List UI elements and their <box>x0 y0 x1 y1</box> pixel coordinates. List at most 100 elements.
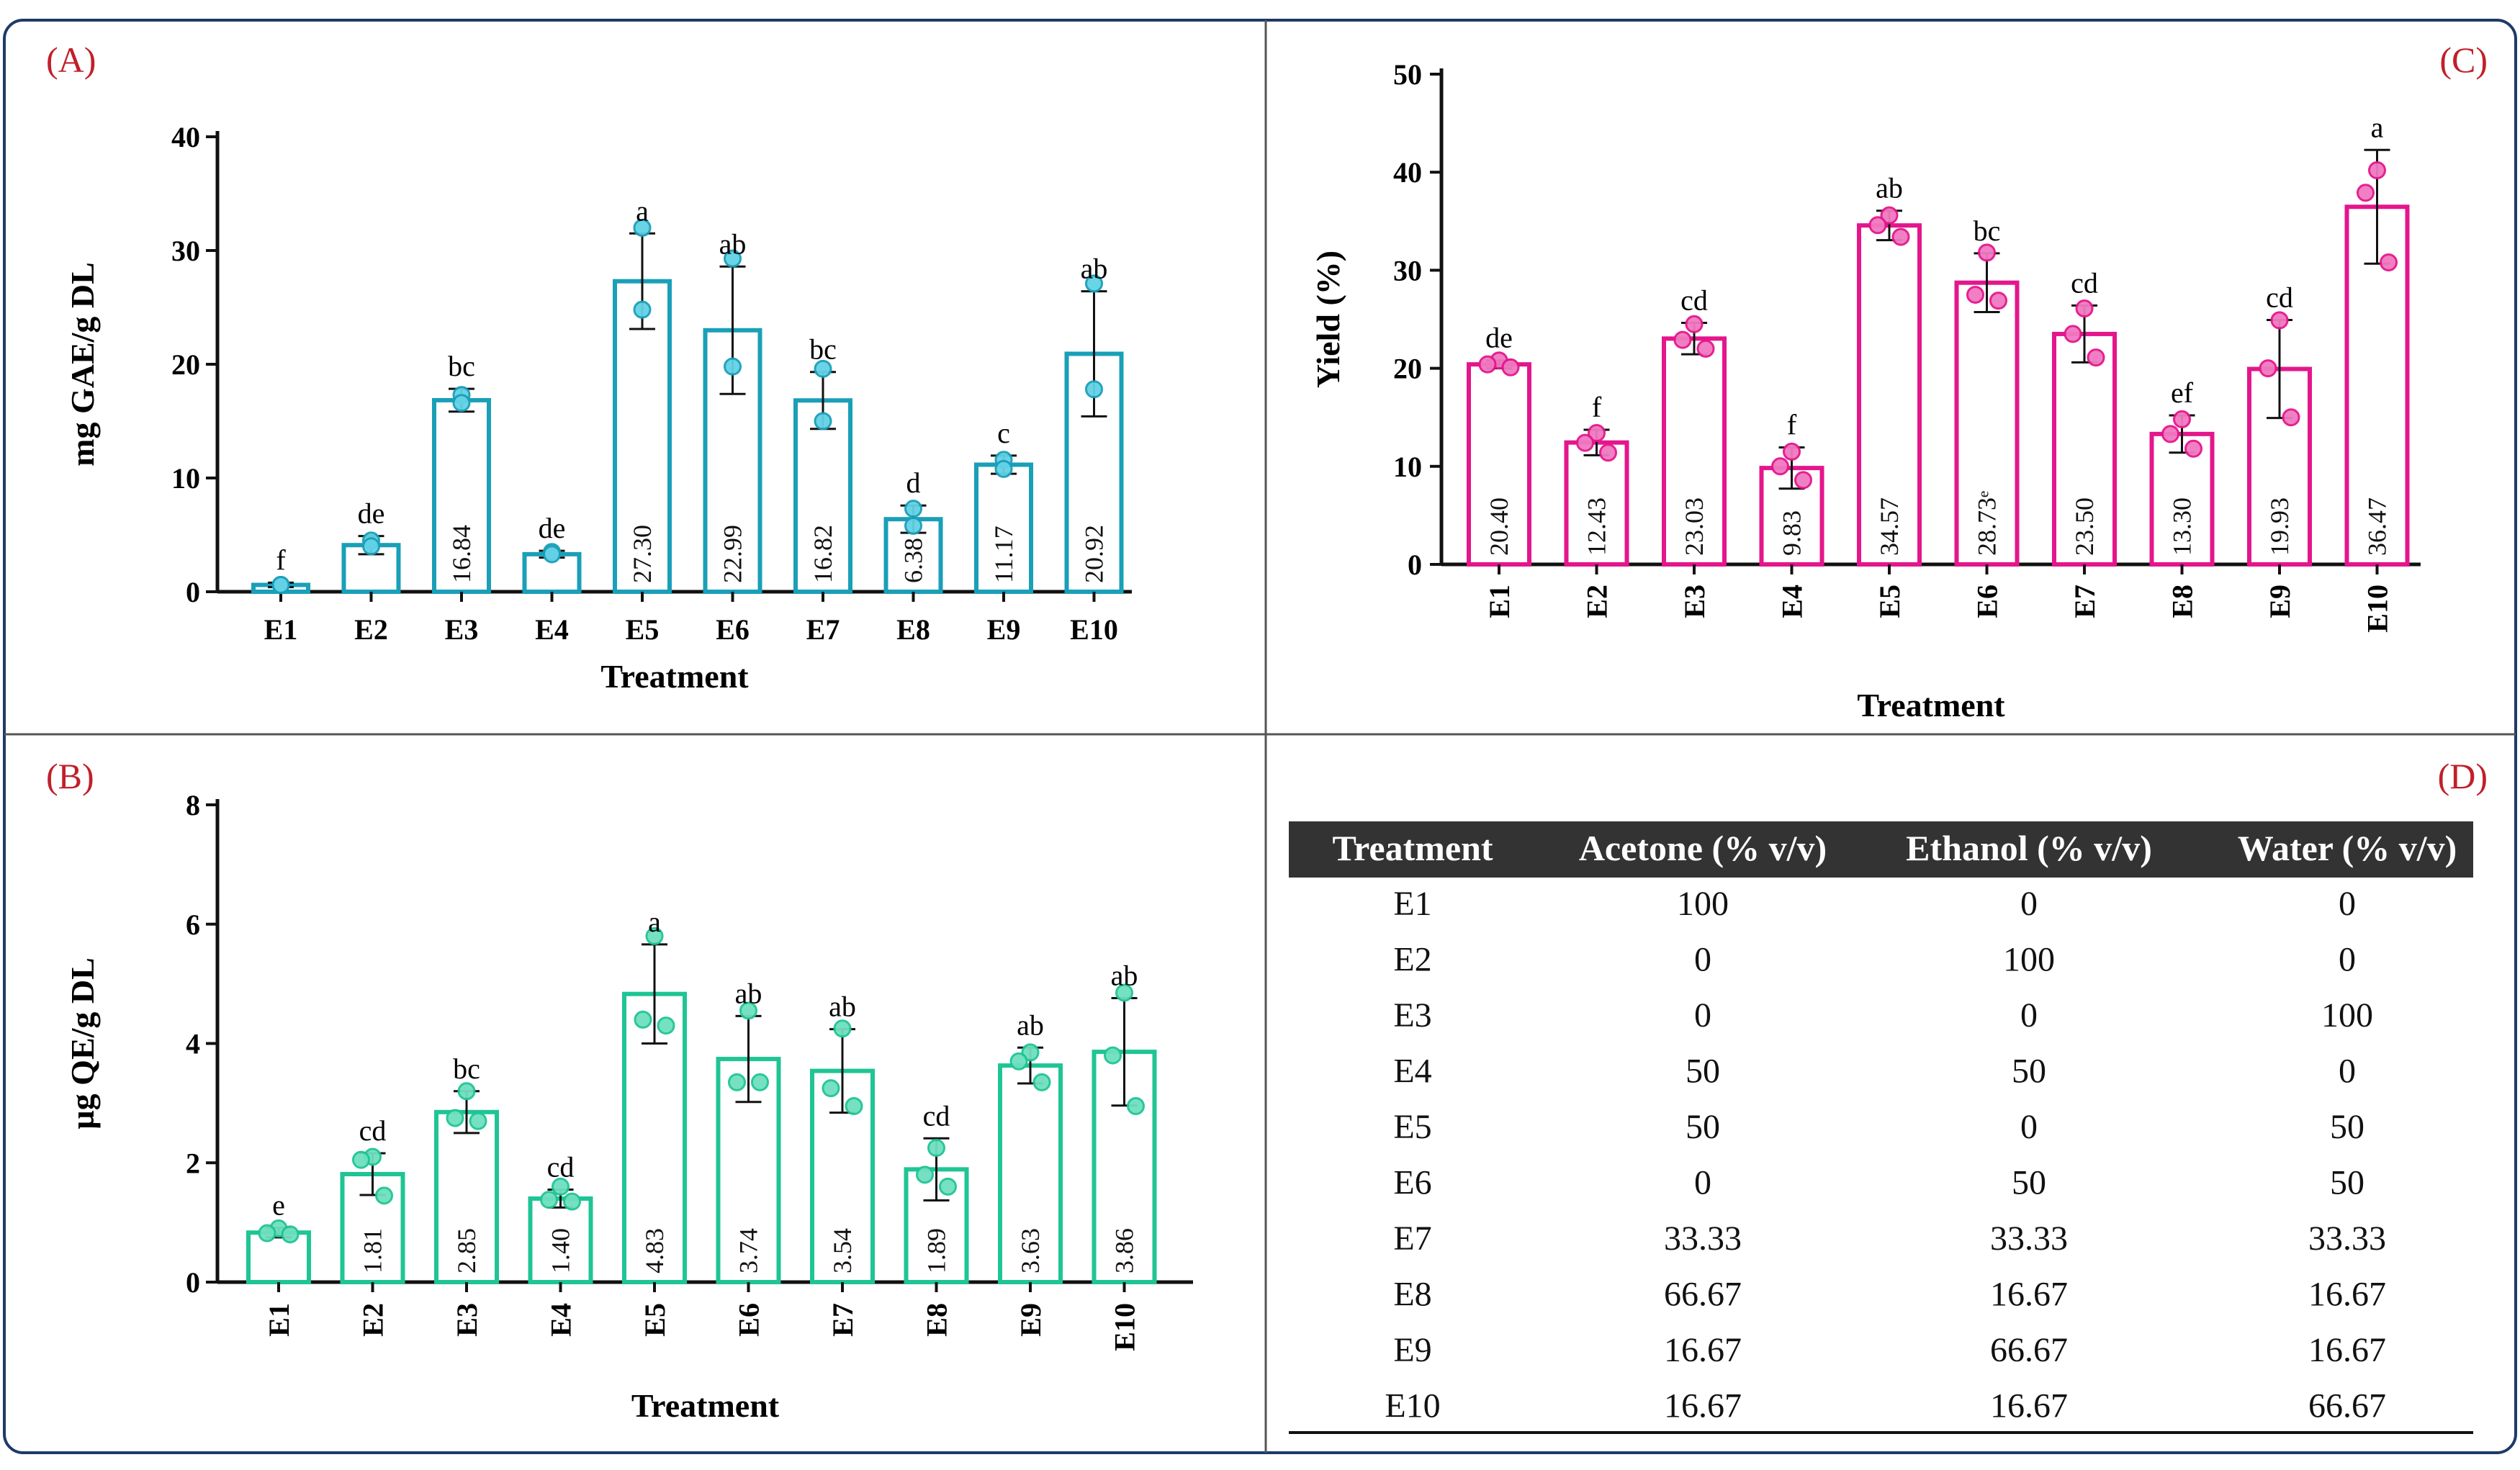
value-label: 3.86 <box>1110 1228 1139 1273</box>
x-tick-label: E2 <box>1581 585 1614 618</box>
table-cell: 16.67 <box>2308 1331 2386 1369</box>
x-tick-label: E10 <box>1109 1303 1141 1351</box>
data-point <box>1009 1052 1028 1070</box>
data-point <box>563 1192 581 1211</box>
table-cell: 33.33 <box>1990 1219 2068 1258</box>
data-point <box>1868 216 1887 235</box>
x-axis-title: Treatment <box>1857 687 2005 723</box>
data-point <box>540 1191 558 1209</box>
value-label: 3.63 <box>1016 1228 1045 1273</box>
table-cell: 0 <box>2339 1052 2356 1091</box>
data-point <box>1794 471 1812 490</box>
value-label: 16.84 <box>447 525 476 583</box>
value-label: 20.92 <box>1080 525 1109 583</box>
table-cell: 0 <box>2020 1108 2038 1146</box>
y-tick-label: 8 <box>186 789 200 821</box>
table-cell: E9 <box>1393 1331 1431 1369</box>
value-label: 4.83 <box>640 1228 669 1273</box>
x-tick-label: E6 <box>733 1303 765 1337</box>
value-label: 28.73ᵉ <box>1973 491 2002 556</box>
x-tick-label: E9 <box>987 613 1021 646</box>
significance-letter: cd <box>359 1114 387 1147</box>
composition-table: Treatment Acetone (% v/v) Ethanol (% v/v) W… <box>1289 821 2473 1434</box>
data-point <box>352 1150 370 1169</box>
x-axis-title: Treatment <box>631 1387 780 1424</box>
x-tick-label: E4 <box>1776 585 1809 618</box>
table-cell: 0 <box>2339 941 2356 979</box>
y-tick-label: 40 <box>1393 156 1422 189</box>
significance-letter: ab <box>829 991 856 1023</box>
panel-tag-b: (B) <box>46 756 94 796</box>
data-point <box>1021 1043 1040 1062</box>
significance-letter: a <box>648 906 661 938</box>
bar <box>998 1063 1063 1284</box>
data-point <box>469 1111 487 1130</box>
data-point <box>904 500 922 518</box>
table-header-row <box>1289 821 2473 878</box>
data-point <box>362 537 380 556</box>
data-point <box>657 1016 675 1035</box>
x-tick-label: E6 <box>1971 585 2004 618</box>
data-point <box>1576 433 1594 452</box>
y-tick-label: 2 <box>186 1147 200 1179</box>
significance-letter: a <box>2371 111 2384 143</box>
data-point <box>552 1177 570 1196</box>
table-cell: E6 <box>1393 1164 1431 1202</box>
x-tick-label: E4 <box>545 1303 577 1337</box>
data-point <box>939 1177 957 1196</box>
data-point <box>271 576 290 595</box>
x-tick-label: E8 <box>2166 585 2199 618</box>
value-label: 19.93 <box>2265 497 2294 556</box>
data-point <box>457 1082 476 1101</box>
data-point <box>1880 206 1899 225</box>
table-cell: E3 <box>1393 996 1431 1034</box>
data-point <box>1501 358 1520 376</box>
bar <box>434 1109 499 1285</box>
data-point <box>833 1019 852 1038</box>
x-tick-label: E5 <box>639 1303 671 1337</box>
y-tick-label: 6 <box>186 908 200 941</box>
y-axis-title: µg QE/g DL <box>64 957 101 1129</box>
x-tick-label: E1 <box>263 1303 295 1337</box>
data-point <box>281 1225 300 1244</box>
data-point <box>633 218 652 237</box>
data-point <box>994 459 1013 478</box>
data-point <box>2075 299 2094 318</box>
table-cell: 16.67 <box>2308 1276 2386 1314</box>
x-tick-label: E10 <box>1070 613 1118 646</box>
significance-letter: f <box>1592 391 1602 423</box>
data-point <box>904 516 922 535</box>
data-point <box>1783 442 1801 461</box>
data-point <box>1085 274 1103 293</box>
significance-letter: d <box>906 466 921 499</box>
value-label: 13.30 <box>2168 497 2197 556</box>
value-label: 2.85 <box>452 1228 481 1273</box>
data-point <box>452 394 471 412</box>
table-header-cell: Acetone (% v/v) <box>1579 828 1827 868</box>
value-label: 12.43 <box>1583 497 1611 556</box>
significance-letter: bc <box>448 350 475 382</box>
y-tick-label: 0 <box>1408 549 1422 581</box>
significance-letter: bc <box>809 333 837 366</box>
bar <box>1467 362 1531 567</box>
y-tick-label: 10 <box>171 462 200 495</box>
data-point <box>2259 359 2277 378</box>
data-point <box>1966 285 1984 304</box>
y-tick-label: 10 <box>1393 451 1422 483</box>
significance-letter: bc <box>453 1052 480 1085</box>
bar <box>2344 204 2410 567</box>
data-point <box>1588 423 1606 442</box>
table-cell: 0 <box>1694 1164 1711 1202</box>
table-cell: 66.67 <box>1664 1276 1742 1314</box>
significance-letter: cd <box>547 1151 575 1183</box>
data-point <box>1115 983 1133 1002</box>
significance-letter: ab <box>1081 253 1108 285</box>
data-point <box>645 926 664 945</box>
significance-letter: de <box>358 497 385 530</box>
data-point <box>2270 311 2289 330</box>
table-cell: E5 <box>1393 1108 1431 1146</box>
table-header-cell: Treatment <box>1332 828 1493 868</box>
value-label: 20.40 <box>1485 497 1513 556</box>
value-label: 16.82 <box>809 525 837 583</box>
